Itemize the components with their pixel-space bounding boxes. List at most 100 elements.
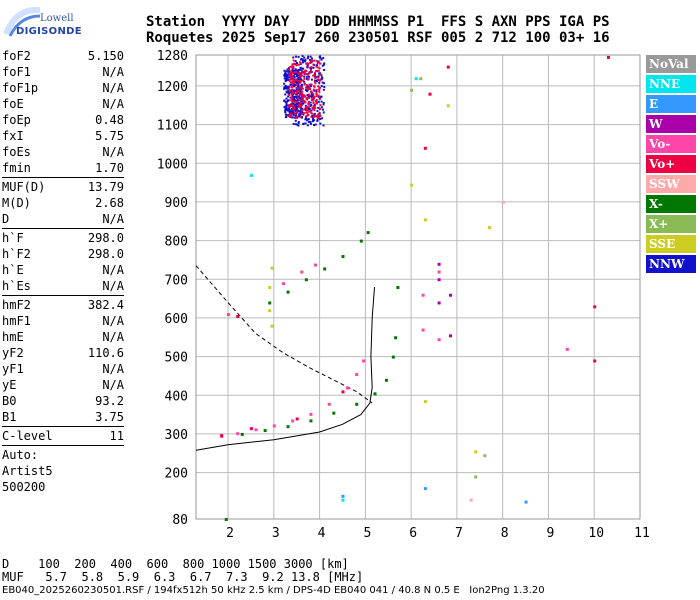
cluster-point [315,93,318,96]
cluster-point [320,78,323,81]
cluster-point [294,100,297,103]
legend-item: X- [646,195,696,213]
param-value: 5.75 [95,129,124,143]
param-name: foEs [2,145,31,159]
cluster-point [297,83,300,86]
cluster-point [295,72,298,75]
cluster-point [288,85,291,88]
cluster-point [297,121,300,124]
cluster-point [305,96,308,99]
cluster-point [287,91,290,94]
cluster-point [299,101,302,104]
cluster-point [318,112,321,115]
logo-digisonde: DIGISONDE [16,26,82,37]
data-point [421,293,425,297]
data-point [410,88,414,92]
param-name: D [2,212,10,226]
data-point [362,359,366,363]
cluster-point [319,122,322,125]
trace-model-O [195,286,375,451]
cluster-point [293,79,296,82]
cluster-point [319,62,322,65]
cluster-point [299,58,302,61]
cluster-point [290,96,293,99]
cluster-point [294,123,297,126]
cluster-point [289,71,292,74]
parameters-panel: foF2 5.150 foF1 N/A foF1p N/A foE N/A foEp 0.48 fx… [2,48,124,495]
cluster-point [300,100,303,103]
param-row: yE N/A [2,377,124,393]
param-row: MUF(D) 13.79 [2,179,124,195]
cluster-point [292,110,295,113]
cluster-point [289,78,292,81]
cluster-point [296,105,299,108]
cluster-point [287,95,290,98]
cluster-point [296,73,299,76]
cluster-point [311,94,314,97]
data-point [501,200,505,204]
cluster-point [318,87,321,90]
cluster-point [306,57,309,60]
cluster-point [300,74,303,77]
cluster-point [299,106,302,109]
cluster-point [301,87,304,90]
cluster-point [314,77,317,80]
cluster-point [310,104,313,107]
cluster-point [299,112,302,115]
cluster-point [292,74,295,77]
param-row: foE N/A [2,96,124,112]
cluster-point [320,74,323,77]
cluster-point [292,56,295,59]
cluster-point [308,93,311,96]
param-name: yE [2,378,17,392]
param-value: N/A [102,378,124,392]
cluster-point [320,85,323,88]
cluster-point [306,90,309,93]
param-value: N/A [102,330,124,344]
cluster-point [295,111,298,114]
param-name: yF2 [2,346,24,360]
cluster-point [306,88,309,91]
header-line-1: Station YYYY DAY DDD HHMMSS P1 FFS S AXN… [146,14,610,30]
cluster-point [298,95,301,98]
cluster-point [284,108,287,111]
cluster-point [292,81,295,84]
cluster-point [294,68,297,71]
cluster-point [316,70,319,73]
cluster-point [307,55,310,58]
cluster-point [316,110,319,113]
cluster-point [287,115,290,118]
cluster-point [306,111,309,114]
cluster-point [305,89,308,92]
y-tick-label: 1280 [157,49,188,64]
cluster-point [318,72,321,75]
x-tick-label: 6 [409,526,417,541]
data-point [300,270,304,274]
param-row: h`E N/A [2,262,124,278]
data-point [355,373,359,376]
data-point [224,518,228,521]
cluster-point [315,70,318,73]
cluster-point [286,69,289,72]
cluster-point [291,76,294,79]
cluster-point [309,105,312,108]
data-point [341,498,345,502]
cluster-point [312,88,315,91]
footer-info: EB040_2025260230501.RSF / 194fx512h 50 k… [2,585,545,596]
data-point [341,255,345,259]
cluster-point [287,68,290,71]
param-value: N/A [102,145,124,159]
cluster-point [301,71,304,74]
param-value: N/A [102,263,124,277]
param-value: N/A [102,212,124,226]
cluster-point [316,66,319,69]
cluster-point [295,101,298,104]
cluster-point [300,109,303,112]
param-name: foE [2,97,24,111]
cluster-point [292,108,295,111]
cluster-point [298,82,301,85]
cluster-point [320,117,323,120]
cluster-point [305,84,308,87]
param-value: 13.79 [87,180,124,194]
